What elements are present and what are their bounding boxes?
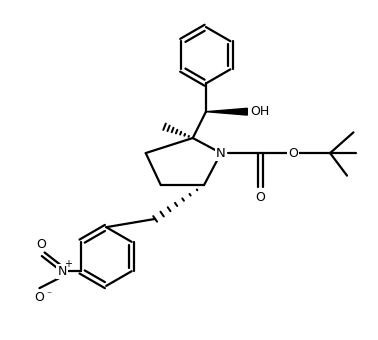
Text: O: O bbox=[34, 291, 44, 304]
Text: O: O bbox=[36, 238, 46, 251]
Text: O: O bbox=[256, 191, 265, 204]
Text: N: N bbox=[57, 265, 67, 278]
Text: O: O bbox=[288, 147, 298, 159]
Text: N: N bbox=[216, 147, 226, 159]
Text: OH: OH bbox=[250, 105, 270, 118]
Text: +: + bbox=[64, 259, 73, 269]
Text: ⁻: ⁻ bbox=[46, 290, 51, 301]
Polygon shape bbox=[206, 108, 247, 115]
